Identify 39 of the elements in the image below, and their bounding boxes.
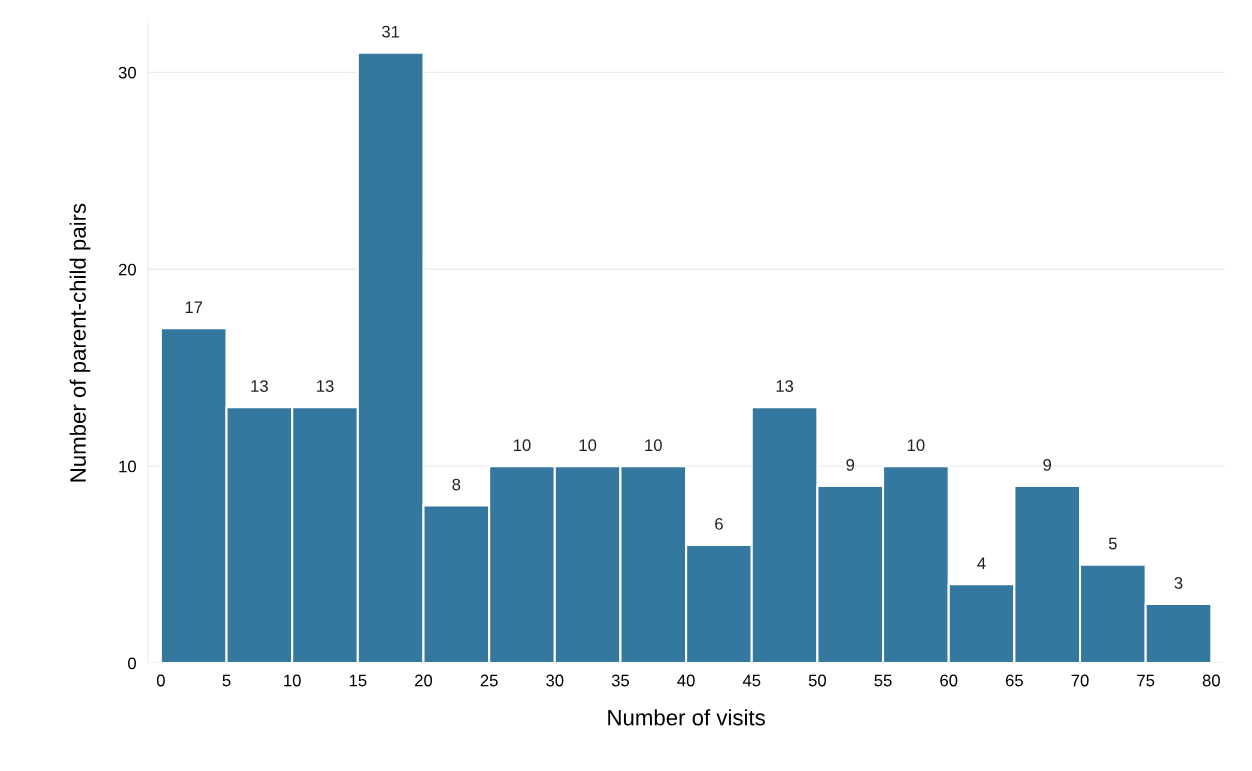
data-label: 17 xyxy=(185,301,203,314)
data-label: 5 xyxy=(1108,537,1117,550)
data-label: 10 xyxy=(579,439,597,452)
x-tick-label: 20 xyxy=(415,674,433,687)
data-label: 9 xyxy=(1043,458,1052,471)
data-label: 9 xyxy=(846,458,855,471)
x-tick-label: 35 xyxy=(611,674,630,687)
data-label: 10 xyxy=(513,439,531,452)
y-tick-label: 20 xyxy=(118,263,136,276)
x-tick-label: 40 xyxy=(677,674,695,687)
data-label: 13 xyxy=(317,380,334,392)
data-label: 3 xyxy=(1174,577,1183,589)
data-label: 4 xyxy=(977,557,986,570)
x-tick-label: 25 xyxy=(480,674,498,687)
x-axis-title: Number of visits xyxy=(608,709,765,726)
x-tick-label: 80 xyxy=(1202,674,1220,687)
x-tick-label: 0 xyxy=(156,674,165,687)
x-tick-label: 65 xyxy=(1005,674,1023,687)
y-tick-label: 10 xyxy=(119,460,136,473)
data-label: 31 xyxy=(382,25,400,38)
x-tick-label: 10 xyxy=(284,674,301,687)
y-axis-title: Number of parent-child pairs xyxy=(69,203,91,482)
data-label: 6 xyxy=(715,518,723,530)
y-tick-label: 0 xyxy=(128,657,136,670)
x-tick-label: 5 xyxy=(222,674,231,687)
data-label: 8 xyxy=(452,478,461,491)
x-tick-label: 45 xyxy=(742,674,761,687)
data-label: 10 xyxy=(907,439,925,452)
x-tick-label: 30 xyxy=(546,674,564,687)
data-label: 10 xyxy=(645,439,662,452)
x-tick-label: 15 xyxy=(349,674,367,687)
x-tick-label: 60 xyxy=(940,674,958,687)
data-label: 13 xyxy=(251,380,268,392)
x-tick-label: 70 xyxy=(1071,674,1089,687)
x-tick-label: 50 xyxy=(808,674,827,687)
x-tick-label: 75 xyxy=(1137,674,1155,687)
x-tick-label: 55 xyxy=(874,674,892,687)
data-label: 13 xyxy=(776,380,794,392)
y-tick-label: 30 xyxy=(118,66,136,79)
